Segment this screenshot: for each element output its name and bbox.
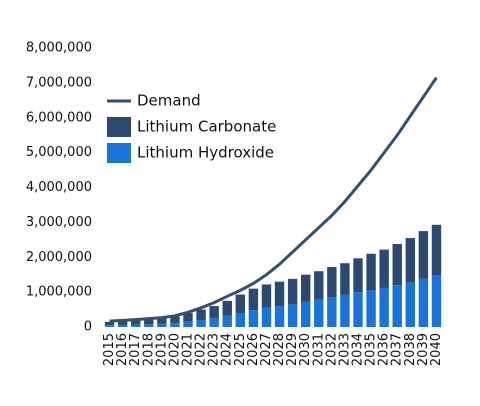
x-tick-label: 2017: [128, 333, 143, 366]
bar: [431, 224, 442, 276]
bar: [327, 267, 337, 298]
x-tick-label: 2039: [416, 333, 431, 366]
y-tick-label: 5,000,000: [26, 145, 92, 160]
bar: [314, 271, 324, 300]
x-tick-label: 2027: [259, 333, 274, 366]
bar: [104, 321, 115, 326]
bar: [170, 323, 180, 327]
bar: [222, 300, 232, 316]
bar: [222, 315, 232, 327]
bar: [287, 304, 298, 327]
bar: [196, 309, 206, 321]
bar: [117, 320, 128, 325]
bar: [327, 297, 337, 327]
x-tick-label: 2023: [207, 333, 222, 366]
bar: [340, 263, 350, 295]
bar: [209, 318, 219, 327]
bar: [366, 253, 376, 291]
bar: [130, 324, 141, 327]
y-tick-label: 1,000,000: [26, 285, 92, 300]
bar: [209, 306, 219, 319]
x-tick-label: 2038: [403, 333, 418, 366]
bar: [144, 324, 154, 327]
legend-swatch: [107, 143, 131, 163]
bar: [235, 294, 246, 314]
x-tick-label: 2035: [364, 333, 379, 366]
bar: [300, 301, 311, 327]
bar: [157, 323, 167, 327]
bar: [405, 238, 416, 283]
bar: [274, 306, 285, 327]
legend-label: Lithium Hydroxide: [137, 144, 274, 162]
x-tick-label: 2021: [181, 333, 196, 366]
bar: [353, 292, 363, 327]
x-tick-label: 2036: [377, 333, 392, 366]
x-tick-label: 2025: [233, 333, 248, 366]
bar: [183, 313, 193, 322]
bar: [248, 310, 259, 327]
bar: [261, 307, 272, 327]
bar: [157, 318, 167, 324]
x-tick-label: 2031: [311, 333, 326, 366]
bar: [235, 313, 246, 327]
bar: [418, 231, 429, 279]
bar: [431, 275, 442, 327]
legend-label: Lithium Carbonate: [137, 118, 276, 136]
x-tick-label: 2022: [194, 333, 209, 366]
x-tick-label: 2033: [337, 333, 352, 366]
bar: [379, 249, 389, 288]
bar: [314, 299, 324, 327]
x-tick-label: 2032: [324, 333, 339, 366]
bar: [392, 285, 402, 327]
x-tick-label: 2015: [102, 333, 117, 366]
y-tick-label: 6,000,000: [26, 110, 92, 125]
bar: [418, 278, 429, 327]
bar: [366, 290, 376, 327]
bar: [261, 284, 272, 308]
bar: [196, 320, 206, 327]
y-tick-label: 4,000,000: [26, 180, 92, 195]
bar: [353, 258, 363, 293]
line: [109, 76, 438, 323]
y-tick-label: 0: [84, 320, 92, 335]
y-tick-label: 7,000,000: [26, 75, 92, 90]
bar: [144, 319, 154, 325]
bar: [170, 316, 180, 324]
bar: [183, 321, 193, 327]
legend-swatch: [107, 117, 131, 137]
x-tick-label: 2034: [351, 333, 366, 366]
x-tick-label: 2018: [141, 333, 156, 366]
y-tick-label: 8,000,000: [26, 41, 92, 56]
legend-label: Demand: [137, 92, 201, 110]
bar: [392, 243, 402, 286]
x-tick-label: 2019: [154, 333, 169, 366]
bar: [248, 288, 259, 311]
bar: [405, 282, 416, 327]
bar: [340, 294, 350, 327]
x-tick-label: 2024: [220, 333, 235, 366]
x-tick-label: 2040: [429, 333, 444, 366]
bar: [117, 324, 128, 327]
y-tick-label: 3,000,000: [26, 215, 92, 230]
x-tick-label: 2030: [298, 333, 313, 366]
bar: [300, 274, 311, 302]
bar: [287, 278, 298, 305]
bar: [130, 320, 141, 325]
x-tick-label: 2026: [246, 333, 261, 366]
bar: [274, 281, 285, 307]
x-tick-label: 2029: [285, 333, 300, 366]
x-tick-label: 2016: [115, 333, 130, 366]
x-tick-label: 2020: [167, 333, 182, 366]
bar: [104, 325, 115, 327]
x-tick-label: 2037: [390, 333, 405, 366]
bar: [379, 287, 389, 327]
x-tick-label: 2028: [272, 333, 287, 366]
y-tick-label: 2,000,000: [26, 250, 92, 265]
